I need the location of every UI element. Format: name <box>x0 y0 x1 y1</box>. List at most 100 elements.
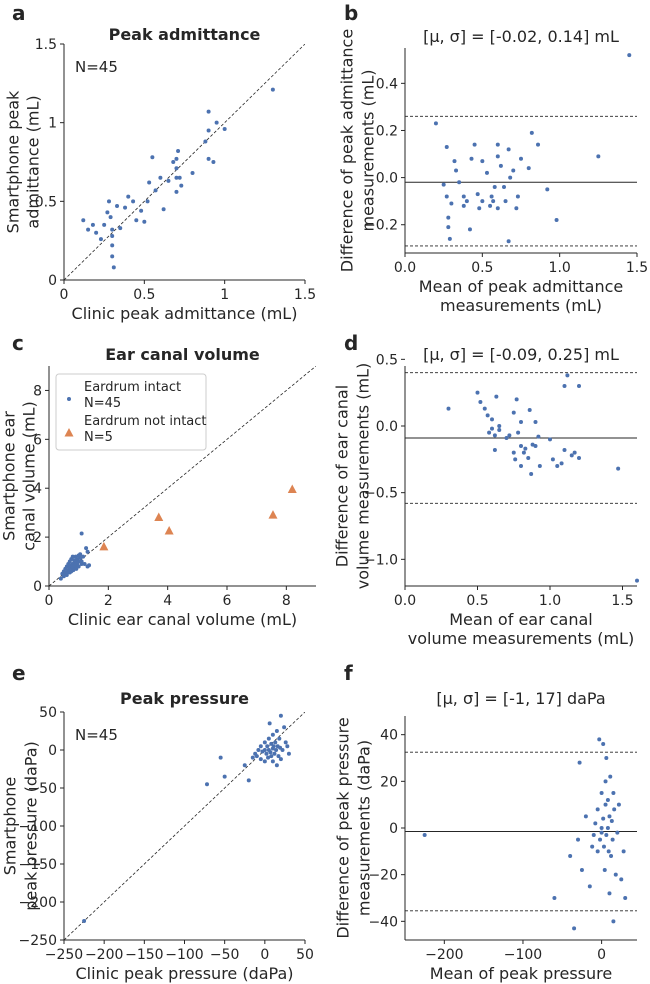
data-point <box>467 227 472 232</box>
data-point <box>562 448 567 452</box>
y-axis-label: volume measurements (mL) <box>354 363 373 589</box>
data-point <box>265 744 270 749</box>
data-point <box>277 736 282 741</box>
x-tick-label: 1.5 <box>294 287 316 303</box>
data-point <box>131 199 136 204</box>
x-tick-label: −250 <box>45 947 83 963</box>
data-point <box>501 185 506 190</box>
panel-letter: b <box>344 1 358 25</box>
y-tick-label: −100 <box>19 819 57 835</box>
data-point <box>461 203 466 208</box>
y-tick-label: −50 <box>27 781 57 797</box>
data-point <box>521 450 526 455</box>
chart-title: Peak pressure <box>120 689 249 708</box>
data-point <box>76 564 81 569</box>
data-point <box>478 400 483 404</box>
x-tick-label: 0 <box>45 593 54 609</box>
data-point <box>153 188 158 193</box>
reference-lines <box>405 372 637 504</box>
data-point <box>123 205 128 210</box>
data-point <box>422 833 427 837</box>
data-point <box>495 142 500 147</box>
data-point <box>597 737 602 742</box>
data-point <box>204 782 209 787</box>
y-tick-label: 0 <box>48 273 57 289</box>
chart-title: [μ, σ] = [-0.09, 0.25] mL <box>423 345 619 364</box>
data-point <box>99 541 109 551</box>
data-point <box>598 837 603 842</box>
series-eardrum-intact <box>433 53 632 244</box>
series-eardrum-intact <box>58 531 92 581</box>
x-tick-label: 50 <box>296 947 314 963</box>
data-point <box>110 233 115 238</box>
data-point <box>449 201 454 206</box>
data-point <box>515 194 520 199</box>
data-point <box>254 754 259 759</box>
data-point <box>559 461 564 466</box>
data-point <box>464 199 469 204</box>
data-point <box>601 844 606 849</box>
data-point <box>497 428 502 432</box>
data-point <box>271 744 276 749</box>
data-point <box>513 457 518 462</box>
data-point <box>446 225 451 230</box>
data-point <box>623 896 628 900</box>
x-tick-label: −50 <box>210 947 240 963</box>
data-point <box>174 175 179 180</box>
data-point <box>508 175 513 180</box>
y-tick-label: 0.5 <box>35 194 57 210</box>
data-point <box>81 218 86 223</box>
x-tick-label: 0.5 <box>133 287 155 303</box>
data-point <box>477 206 482 211</box>
x-tick-label: 2 <box>104 593 113 609</box>
x-tick-label: 8 <box>282 593 291 609</box>
x-tick-label: −200 <box>85 947 123 963</box>
y-tick-label: −0.2 <box>364 218 398 234</box>
data-point <box>595 849 600 854</box>
x-tick-label: 4 <box>163 593 172 609</box>
x-axis-label: volume measurements (mL) <box>408 629 634 648</box>
data-point <box>568 854 573 858</box>
data-point <box>147 180 152 185</box>
data-point <box>603 802 608 807</box>
panel-b: b [μ, σ] = [-0.02, 0.14] mL 0.0 0.5 1.0 1.5 −0… <box>338 1 649 315</box>
y-tick-label: −40 <box>368 914 398 930</box>
x-tick-label: 0 <box>60 287 69 303</box>
data-point <box>529 472 534 476</box>
y-tick-label: 0.4 <box>376 76 398 92</box>
data-point <box>533 420 538 424</box>
data-point <box>605 826 610 830</box>
data-point <box>603 779 608 784</box>
data-point <box>145 199 150 204</box>
chart-title: [μ, σ] = [-0.02, 0.14] mL <box>423 27 619 46</box>
y-tick-label: 0.0 <box>376 419 398 435</box>
data-point <box>485 413 490 418</box>
data-point <box>475 192 480 197</box>
panel-letter: c <box>12 331 24 355</box>
data-point <box>268 510 278 519</box>
data-point <box>222 126 227 131</box>
data-point <box>84 546 89 551</box>
data-point <box>457 180 462 185</box>
data-point <box>506 147 511 152</box>
data-point <box>287 484 297 493</box>
y-axis-label: canal volume (mL) <box>20 401 39 550</box>
y-axis-label: peak pressure (daPa) <box>22 741 41 911</box>
data-point <box>171 160 176 164</box>
data-point <box>278 713 283 718</box>
data-point <box>179 183 184 188</box>
data-point <box>161 207 166 212</box>
data-point <box>492 433 497 438</box>
panel-letter: f <box>344 661 353 685</box>
data-point <box>79 531 84 536</box>
x-tick-label: 0.5 <box>471 260 493 276</box>
x-tick-label: −100 <box>504 947 542 963</box>
data-point <box>108 215 113 220</box>
data-point <box>504 436 509 440</box>
identity-line <box>64 44 305 280</box>
x-axis-label: measurements (mL) <box>440 296 602 315</box>
data-point <box>262 740 267 745</box>
data-point <box>577 384 581 388</box>
data-point <box>447 236 452 241</box>
